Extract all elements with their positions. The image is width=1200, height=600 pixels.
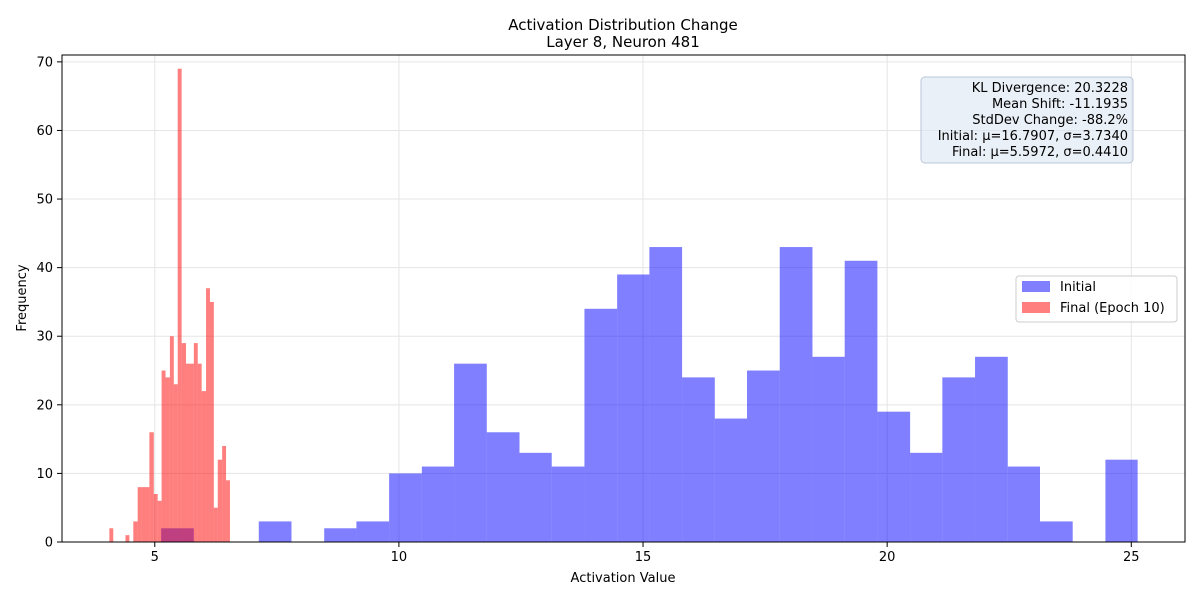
final-bar	[213, 507, 218, 542]
y-tick-label: 0	[45, 536, 53, 551]
final-bar	[137, 487, 142, 542]
initial-bar	[714, 418, 748, 542]
final-bar	[145, 487, 150, 542]
final-bar	[165, 377, 170, 542]
y-axis: 0 10 20 30 40 50 60 70	[36, 55, 62, 551]
legend: Initial Final (Epoch 10)	[1015, 275, 1178, 323]
final-bar	[125, 535, 130, 542]
initial-bar	[421, 466, 455, 542]
legend-swatch-final	[1022, 302, 1050, 313]
final-bar	[193, 343, 198, 542]
x-tick-label: 5	[151, 550, 159, 565]
legend-label-initial: Initial	[1060, 280, 1096, 295]
initial-bar	[975, 356, 1008, 542]
y-tick-label: 40	[36, 261, 53, 276]
final-bar	[161, 370, 166, 542]
x-tick-label: 15	[635, 550, 652, 565]
initial-bar	[844, 260, 878, 542]
x-tick-label: 25	[1123, 550, 1140, 565]
y-tick-label: 60	[36, 124, 53, 139]
initial-bar	[1105, 459, 1138, 542]
chart-subtitle: Layer 8, Neuron 481	[546, 33, 700, 51]
final-bar	[149, 432, 154, 542]
final-bar	[169, 336, 174, 542]
x-tick-label: 20	[879, 550, 896, 565]
final-bar	[177, 68, 182, 542]
final-bar	[109, 528, 114, 542]
final-bar	[173, 384, 178, 542]
stats-line-std-change: StdDev Change: -88.2%	[972, 113, 1128, 128]
initial-bar	[324, 528, 357, 542]
y-tick-label: 50	[36, 193, 53, 208]
initial-bar	[747, 370, 780, 542]
final-bar	[217, 459, 223, 542]
initial-bar	[942, 377, 976, 542]
final-series	[109, 68, 230, 542]
final-bar	[186, 363, 190, 542]
final-bar	[181, 343, 187, 542]
chart-title: Activation Distribution Change	[508, 16, 738, 34]
legend-label-final: Final (Epoch 10)	[1060, 301, 1165, 316]
initial-bar	[584, 308, 618, 542]
initial-bar	[389, 473, 422, 542]
stats-line-final: Final: μ=5.5972, σ=0.4410	[952, 145, 1128, 160]
initial-bar	[1007, 466, 1040, 542]
plot-frame	[61, 54, 1186, 543]
stats-box-background	[920, 76, 1134, 164]
initial-bar	[454, 363, 487, 542]
y-axis-label: Frequency	[15, 264, 30, 331]
initial-bar	[1039, 521, 1073, 542]
final-bar	[141, 487, 146, 542]
x-tick-label: 10	[391, 550, 408, 565]
final-bar	[197, 363, 202, 542]
initial-series	[161, 247, 1138, 542]
final-bar	[157, 500, 162, 542]
initial-bar	[910, 452, 943, 542]
final-bar	[226, 480, 230, 542]
initial-bar	[779, 247, 813, 542]
y-tick-label: 10	[36, 467, 53, 482]
stats-line-kl: KL Divergence: 20.3228	[972, 81, 1128, 96]
final-bar	[189, 363, 194, 542]
initial-bar	[551, 466, 585, 542]
final-bar	[201, 391, 207, 542]
y-tick-label: 70	[36, 55, 53, 70]
initial-bar	[258, 521, 292, 542]
initial-bar	[682, 377, 715, 542]
final-bar	[133, 521, 138, 542]
y-tick-label: 30	[36, 330, 53, 345]
stats-line-initial: Initial: μ=16.7907, σ=3.7340	[938, 129, 1128, 144]
final-bar	[222, 445, 227, 542]
x-axis-label: Activation Value	[571, 571, 676, 586]
initial-bar	[812, 356, 845, 542]
final-bar	[153, 493, 158, 542]
initial-bar	[877, 411, 911, 542]
stats-box: KL Divergence: 20.3228 Mean Shift: -11.1…	[920, 76, 1134, 164]
legend-frame	[1015, 275, 1178, 323]
initial-bar	[617, 274, 650, 542]
stats-line-mean-shift: Mean Shift: -11.1935	[992, 97, 1128, 112]
legend-swatch-initial	[1022, 281, 1050, 292]
final-bar	[209, 301, 214, 542]
final-bar	[206, 288, 210, 542]
initial-bar	[519, 452, 552, 542]
initial-bar	[486, 432, 520, 542]
y-tick-label: 20	[36, 398, 53, 413]
initial-bar	[356, 521, 390, 542]
x-axis: 5 10 15 20 25	[151, 542, 1140, 565]
initial-bar	[649, 247, 683, 542]
